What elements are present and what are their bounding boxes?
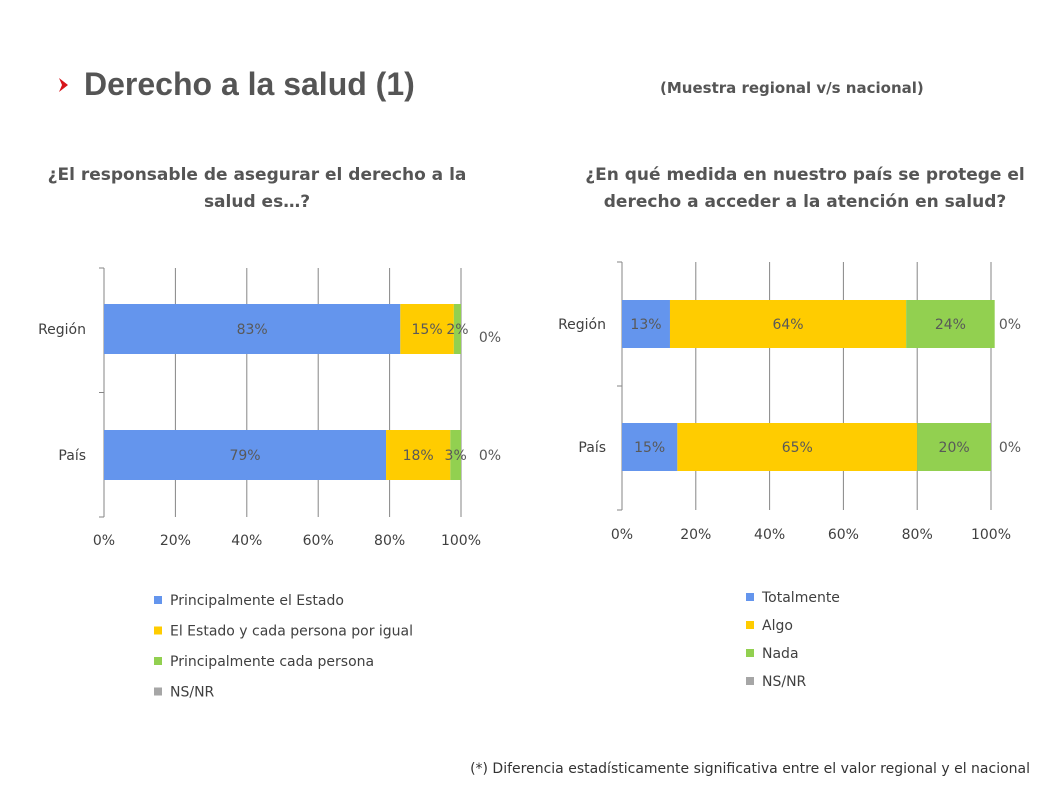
chart-2-category-label: País — [578, 440, 606, 456]
chart-1-category-label: País — [58, 448, 86, 464]
chart-1-legend-swatch — [154, 687, 162, 696]
chart-1-bar-segment — [400, 304, 454, 354]
chart-2-x-tick-label: 0% — [611, 527, 633, 543]
chart-1-x-tick-label: 0% — [93, 533, 115, 549]
chart-2-x-tick-label: 100% — [971, 527, 1011, 543]
chart-1-legend-swatch — [154, 657, 162, 665]
chart-1-data-label: 18% — [403, 448, 434, 464]
chart-1-title: ¿El responsable de asegurar el derecho a… — [47, 165, 467, 212]
chart-1-legend-swatch — [154, 596, 162, 604]
chart-1-bar-segment — [104, 430, 387, 480]
chart-1-legend-label: Principalmente el Estado — [170, 593, 344, 609]
chart-1-legend-swatch — [154, 626, 162, 635]
chart-2-data-label: 0% — [999, 317, 1021, 333]
chart-1-x-tick-label: 60% — [303, 533, 334, 549]
footnote: (*) Diferencia estadísticamente signific… — [470, 761, 1030, 777]
chart-2-data-label: 64% — [772, 317, 803, 333]
chart-2-data-label: 20% — [939, 440, 970, 456]
chart-2-legend-swatch — [746, 677, 754, 685]
chart-2-x-tick-label: 80% — [902, 527, 933, 543]
chart-2-data-label: 65% — [782, 440, 813, 456]
chart-1-x-tick-label: 20% — [160, 533, 191, 549]
chart-2-legend-swatch — [746, 621, 754, 629]
chart-2-bar-segment — [622, 423, 678, 471]
chart-2-legend-swatch — [746, 593, 754, 601]
chart-2-x-tick-label: 40% — [754, 527, 785, 543]
chart-1-bar-segment — [453, 304, 461, 354]
chart-1-data-label: 2% — [446, 322, 468, 338]
chart-1-data-label: 0% — [479, 330, 501, 346]
chart-2-bar-segment — [906, 300, 995, 348]
chart-2-bar-segment — [622, 300, 670, 348]
chart-1-category-label: Región — [38, 322, 86, 338]
chart-2-title: ¿En qué medida en nuestro país se proteg… — [585, 165, 1025, 212]
chart-2-bar-segment — [677, 423, 918, 471]
chart-1-legend-label: NS/NR — [170, 685, 215, 701]
chart-2-data-label: 24% — [935, 317, 966, 333]
chart-1-legend-label: El Estado y cada persona por igual — [170, 624, 413, 640]
chart-2-category-label: Región — [558, 317, 606, 333]
chart-2-legend-label: Totalmente — [761, 590, 840, 606]
chart-1-legend-label: Principalmente cada persona — [170, 654, 374, 670]
chart-1-bar-segment — [104, 304, 401, 354]
chart-1-data-label: 83% — [237, 322, 268, 338]
chart-1-x-tick-label: 80% — [374, 533, 405, 549]
chart-2-data-label: 0% — [999, 440, 1021, 456]
chart-1-bar-segment — [386, 430, 451, 480]
page-title: Derecho a la salud (1) — [84, 66, 415, 102]
chart-1-x-tick-label: 40% — [231, 533, 262, 549]
chart-2-legend-label: Algo — [762, 618, 793, 634]
chart-1-data-label: 15% — [412, 322, 443, 338]
page-subtitle: (Muestra regional v/s nacional) — [660, 79, 924, 97]
chart-2-x-tick-label: 20% — [680, 527, 711, 543]
chart-2-data-label: 13% — [630, 317, 661, 333]
chart-2-legend-label: NS/NR — [762, 674, 807, 690]
chart-2-bar-segment — [917, 423, 991, 471]
chart-1-data-label: 3% — [445, 448, 467, 464]
chevron-right-icon — [59, 78, 68, 92]
chart-2-bar-segment — [669, 300, 907, 348]
chart-1-data-label: 0% — [479, 448, 501, 464]
chart-1-data-label: 79% — [229, 448, 260, 464]
chart-2-x-tick-label: 60% — [828, 527, 859, 543]
chart-2-legend-label: Nada — [762, 646, 799, 662]
chart-1-bar-segment — [450, 430, 461, 480]
chart-2-legend-swatch — [746, 649, 754, 657]
chart-2-data-label: 15% — [634, 440, 665, 456]
chart-1-x-tick-label: 100% — [441, 533, 481, 549]
